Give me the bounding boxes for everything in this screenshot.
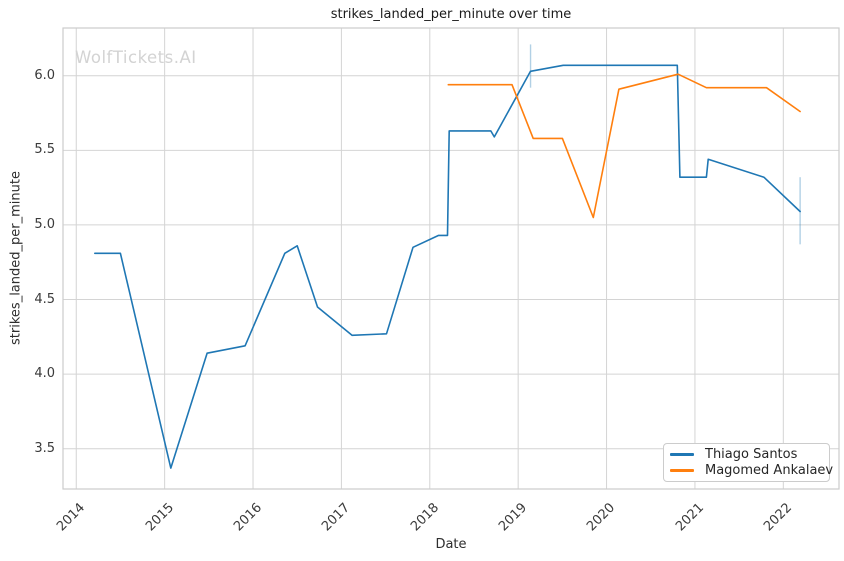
y-tick-label: 6.0 (34, 67, 55, 83)
legend: Thiago Santos Magomed Ankalaev (663, 443, 833, 482)
legend-label: Thiago Santos (705, 446, 798, 462)
x-axis-label: Date (435, 537, 467, 552)
y-axis-label: strikes_landed_per_minute (8, 171, 24, 345)
y-tick-label: 5.5 (34, 142, 55, 158)
legend-line-swatch (670, 469, 694, 472)
plot-frame (62, 27, 840, 490)
watermark: WolfTickets.AI (75, 48, 197, 67)
y-tick-label: 4.0 (34, 366, 55, 382)
series-line-magomed-ankalaev (447, 73, 801, 219)
series-line-thiago-santos (94, 64, 801, 469)
legend-label: Magomed Ankalaev (705, 463, 834, 479)
legend-item: Magomed Ankalaev (670, 463, 833, 479)
y-tick-label: 3.5 (34, 440, 55, 456)
legend-item: Thiago Santos (670, 446, 823, 462)
legend-line-swatch (670, 453, 694, 456)
y-tick-label: 5.0 (34, 216, 55, 232)
y-tick-label: 4.5 (34, 291, 55, 307)
chart-title: strikes_landed_per_minute over time (330, 7, 572, 22)
